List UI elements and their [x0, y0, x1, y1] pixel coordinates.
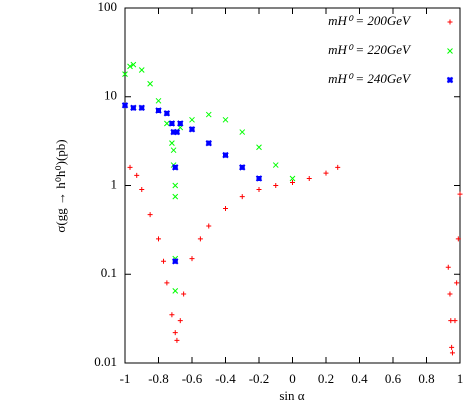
data-point: [134, 172, 140, 178]
data-point: [164, 280, 170, 286]
x-tick-label: -0.6: [182, 371, 203, 386]
x-tick-label: -0.4: [215, 371, 236, 386]
data-point: [177, 120, 184, 127]
legend-label: mH⁰ = 220GeV: [328, 42, 412, 57]
x-tick-label: 1: [457, 371, 464, 386]
data-point: [172, 330, 178, 336]
data-point: [448, 318, 454, 324]
x-tick-label: -1: [120, 371, 131, 386]
data-point: [169, 312, 175, 318]
data-point: [130, 104, 137, 112]
data-point: [163, 110, 171, 117]
data-point: [205, 139, 212, 147]
data-point: [122, 71, 128, 77]
y-tick-label: 0.1: [101, 265, 117, 280]
legend-marker: [447, 19, 453, 25]
data-point: [188, 126, 196, 133]
data-point: [452, 318, 458, 324]
data-point: [168, 120, 176, 127]
data-point: [177, 318, 183, 324]
data-point: [445, 264, 451, 270]
legend-marker: [446, 76, 454, 84]
y-axis-label: σ(gg → h⁰h⁰)(pb): [53, 139, 68, 232]
data-point: [172, 164, 179, 171]
data-point: [147, 212, 153, 218]
data-point: [273, 183, 279, 188]
data-point: [189, 116, 195, 123]
data-point: [454, 280, 460, 286]
data-point: [205, 111, 212, 118]
y-tick-label: 100: [98, 0, 118, 14]
data-point: [289, 175, 296, 182]
data-point: [155, 97, 162, 104]
data-point: [173, 128, 181, 136]
data-point: [457, 191, 463, 197]
data-point: [335, 164, 341, 170]
data-point: [156, 236, 161, 242]
data-point: [174, 337, 180, 343]
data-point: [272, 162, 279, 168]
data-point: [189, 256, 195, 262]
data-point: [172, 193, 179, 200]
data-point: [222, 151, 229, 159]
data-point: [306, 175, 312, 181]
data-point: [239, 129, 246, 135]
data-point: [161, 258, 167, 264]
legend-marker: [447, 48, 453, 54]
x-tick-label: 0.2: [318, 371, 334, 386]
data-point: [323, 170, 329, 176]
data-point: [169, 140, 175, 147]
data-point: [127, 164, 133, 170]
y-tick-label: 1: [111, 176, 118, 191]
data-point: [239, 164, 246, 171]
data-point: [155, 107, 162, 114]
data-point: [239, 194, 245, 200]
x-tick-label: -0.2: [249, 371, 270, 386]
data-point: [170, 128, 177, 136]
data-point: [197, 236, 203, 242]
data-point: [256, 144, 262, 151]
data-point: [121, 102, 129, 109]
y-tick-label: 10: [104, 88, 117, 103]
data-point: [172, 182, 179, 189]
data-point: [449, 344, 455, 350]
y-tick-label: 0.01: [94, 354, 117, 369]
legend-label: mH⁰ = 240GeV: [328, 71, 412, 86]
data-point: [172, 288, 179, 294]
data-point: [255, 175, 263, 182]
data-point: [138, 67, 145, 73]
x-tick-label: 0.6: [385, 371, 402, 386]
data-point: [172, 258, 179, 265]
data-point: [139, 187, 145, 193]
data-point: [447, 291, 453, 297]
data-point: [222, 116, 229, 123]
x-tick-label: 0.8: [418, 371, 434, 386]
data-point: [206, 223, 212, 229]
x-axis-label: sin α: [279, 388, 304, 403]
data-point: [290, 180, 295, 186]
data-point: [138, 104, 145, 112]
data-point: [164, 120, 170, 127]
data-point: [170, 147, 177, 154]
data-point: [449, 350, 455, 356]
data-point: [130, 61, 137, 68]
x-tick-label: 0.4: [351, 371, 368, 386]
data-point: [127, 63, 133, 70]
data-point: [223, 206, 228, 212]
data-point: [256, 187, 262, 193]
x-tick-label: -0.8: [148, 371, 169, 386]
x-tick-label: 0: [289, 371, 296, 386]
data-point: [147, 80, 153, 87]
data-point: [455, 236, 461, 242]
data-point: [181, 291, 187, 297]
legend-label: mH⁰ = 200GeV: [328, 13, 412, 28]
